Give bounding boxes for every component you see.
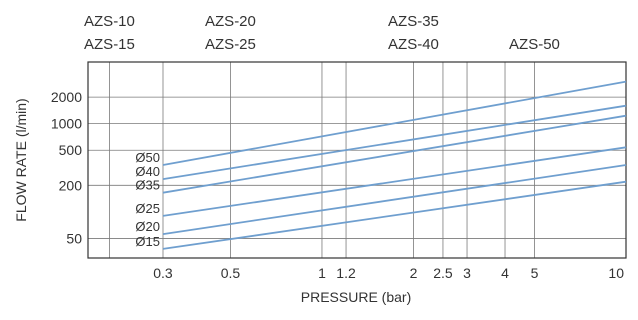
x-tick-label: 3 [463, 265, 471, 281]
series-label-25: Ø25 [135, 201, 160, 216]
y-tick-label: 1000 [51, 116, 82, 132]
x-axis-title: PRESSURE (bar) [301, 289, 411, 305]
model-label-azs-10: AZS-10 [84, 13, 135, 30]
x-tick-label: 5 [531, 265, 539, 281]
y-tick-label: 2000 [51, 89, 82, 105]
x-tick-label: 1.2 [336, 265, 356, 281]
model-label-azs-35: AZS-35 [388, 13, 439, 30]
series-label-50: Ø50 [135, 150, 160, 165]
y-tick-label: 50 [66, 230, 82, 246]
model-label-azs-40: AZS-40 [388, 36, 439, 53]
model-label-azs-25: AZS-25 [205, 36, 256, 53]
labels: 0.3 0.5 1 1.2 2 2.5 3 4 5 10 50 200 500 1000 2000 AZS-1… [51, 13, 624, 281]
model-label-azs-50: AZS-50 [509, 36, 560, 53]
plot-frame [87, 61, 627, 259]
x-tick-label: 10 [608, 265, 624, 281]
x-tick-label: 2 [410, 265, 418, 281]
series-line-15 [162, 180, 627, 250]
series-label-15: Ø15 [135, 234, 160, 249]
series-line-25 [162, 146, 627, 217]
series-line-40 [162, 104, 627, 180]
series-lines [162, 80, 627, 250]
x-tick-label: 4 [501, 265, 509, 281]
model-label-azs-20: AZS-20 [205, 13, 256, 30]
y-axis-title: FLOW RATE (l/min) [13, 98, 29, 221]
series-label-35: Ø35 [135, 178, 160, 193]
x-tick-label: 0.3 [153, 265, 173, 281]
x-tick-label: 1 [318, 265, 326, 281]
series-line-20 [162, 164, 627, 235]
series-label-40: Ø40 [135, 164, 160, 179]
y-tick-label: 200 [59, 177, 83, 193]
series-label-20: Ø20 [135, 219, 160, 234]
series-line-50 [162, 80, 627, 166]
model-label-azs-15: AZS-15 [84, 36, 135, 53]
x-tick-label: 0.5 [221, 265, 241, 281]
y-tick-label: 500 [59, 142, 83, 158]
x-tick-label: 2.5 [433, 265, 453, 281]
series-line-35 [162, 114, 627, 194]
